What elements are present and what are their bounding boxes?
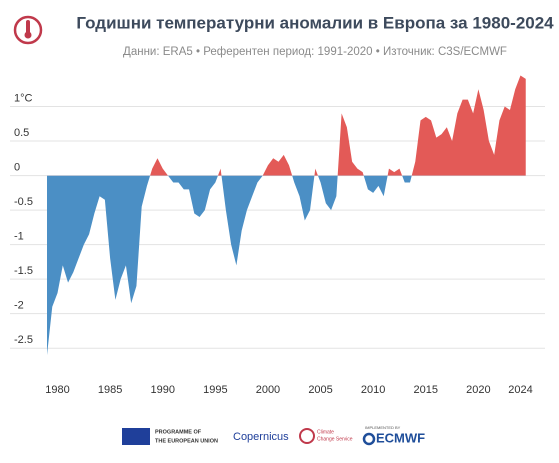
x-tick-label: 1995 <box>203 384 227 396</box>
logo-ring <box>13 15 43 45</box>
chart-subtitle: Данни: ERA5 • Референтен период: 1991-20… <box>123 46 507 58</box>
chart-title: Годишни температурни аномалии в Европа з… <box>76 13 554 32</box>
area-positive <box>47 75 526 176</box>
x-tick-label: 2010 <box>361 384 385 396</box>
y-tick-label: -2.5 <box>14 334 33 346</box>
eu-text: THE EUROPEAN UNION <box>155 438 218 444</box>
x-tick-label: 2005 <box>308 384 332 396</box>
implemented-text: IMPLEMENTED BY <box>365 425 401 430</box>
c3s-text: Climate <box>317 429 334 435</box>
footer: PROGRAMME OF THE EUROPEAN UNION Copernic… <box>122 425 425 445</box>
x-tick-label: 2020 <box>466 384 490 396</box>
x-tick-label: 1985 <box>98 384 122 396</box>
eu-text: PROGRAMME OF <box>155 429 202 435</box>
x-tick-label: 2000 <box>256 384 280 396</box>
logo-thermometer <box>26 20 30 34</box>
ecmwf-text: ECMWF <box>376 430 425 445</box>
y-tick-label: 0 <box>14 161 20 173</box>
y-tick-label: -2 <box>14 300 24 312</box>
c3s-logo <box>299 428 315 444</box>
eu-flag <box>122 428 150 445</box>
plot: 1°C 0.5 0 -0.5 -1 -1.5 -2 -2.5 1980 1985 1990 1995 2… <box>10 75 545 396</box>
y-tick-label: -1 <box>14 231 24 243</box>
x-tick-label: 1980 <box>45 384 69 396</box>
y-tick-label: 0.5 <box>14 127 29 139</box>
ecmwf-logo <box>362 432 376 446</box>
logo-bulb <box>24 31 32 39</box>
copernicus-text: Copernicus <box>233 431 289 443</box>
x-tick-label: 1990 <box>150 384 174 396</box>
y-tick-label: -0.5 <box>14 196 33 208</box>
y-tick-label: -1.5 <box>14 265 33 277</box>
x-tick-label: 2015 <box>414 384 438 396</box>
x-tick-label: 2024 <box>508 384 532 396</box>
c3s-text: Change Service <box>317 436 353 442</box>
logo <box>13 15 43 45</box>
area-negative <box>47 175 412 356</box>
y-tick-label: 1°C <box>14 92 33 104</box>
